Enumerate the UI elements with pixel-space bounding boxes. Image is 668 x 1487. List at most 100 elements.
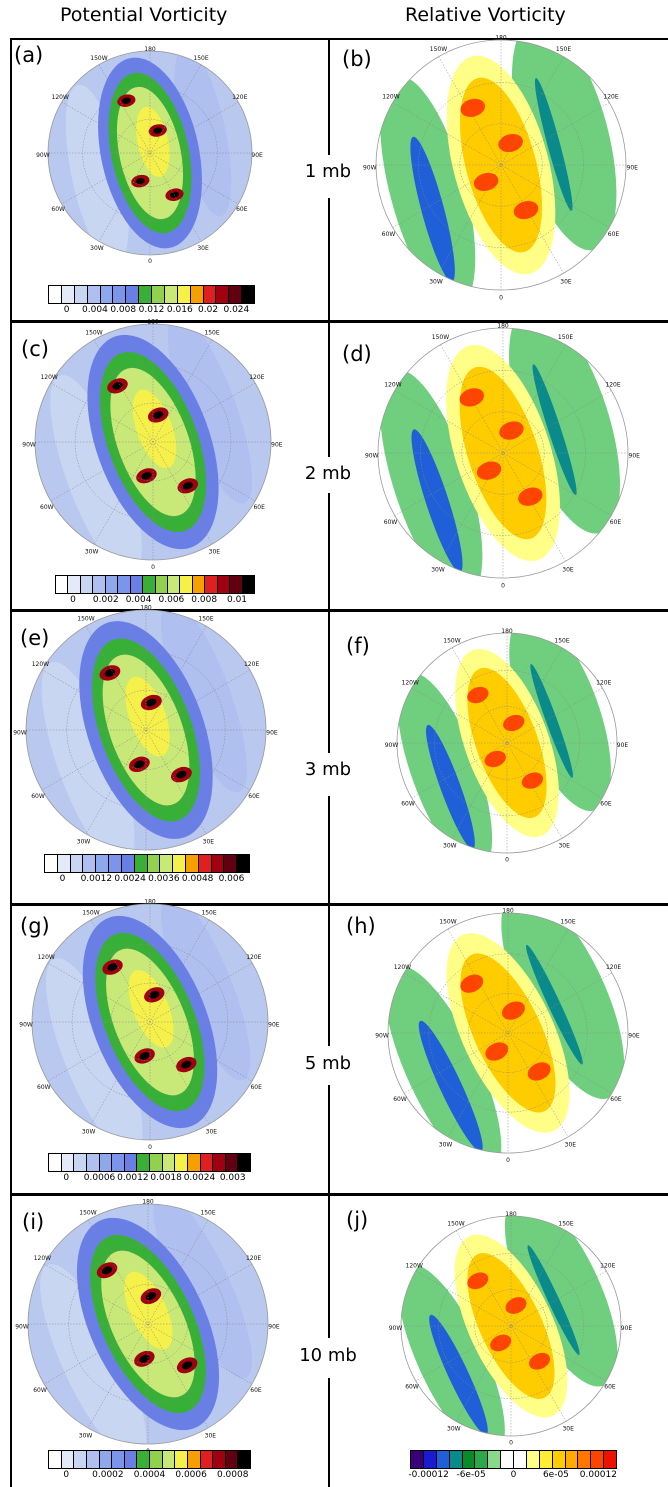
colorbar-swatch — [152, 286, 165, 303]
longitude-label: 150E — [204, 329, 219, 336]
colorbar-swatch — [126, 286, 140, 303]
longitude-label: 60E — [253, 504, 265, 511]
longitude-label: 30W — [90, 245, 104, 252]
vorticity-field-j — [401, 1216, 621, 1436]
longitude-label: 90W — [385, 742, 399, 749]
colorbar-tick-label: 0 — [63, 1173, 70, 1183]
pv-maximum-core — [176, 770, 187, 779]
longitude-label: 30W — [431, 566, 445, 573]
colorbar-swatch — [488, 1451, 502, 1468]
longitude-label: 150E — [558, 1221, 573, 1228]
meridian-line — [43, 1263, 253, 1385]
colorbar-j: -0.00012 -6e-05 0 6e-05 0.00012 — [408, 1450, 617, 1481]
longitude-label: 30W — [77, 839, 91, 846]
latitude-circle — [434, 670, 580, 816]
longitude-label: 120W — [384, 381, 401, 388]
longitude-label: 30E — [197, 245, 209, 252]
longitude-label: 120E — [249, 374, 264, 381]
longitude-label: 90E — [627, 165, 639, 172]
longitude-label: 60W — [31, 793, 45, 800]
pv-maximum-core — [182, 482, 193, 490]
colorbar-swatch — [124, 1451, 138, 1468]
colorbar-swatch — [604, 1451, 616, 1468]
colorbar-swatch — [237, 855, 249, 872]
colorbar-swatch — [175, 1154, 188, 1171]
colorbar-tick-label: 0.004 — [82, 305, 108, 315]
low-pv-region — [40, 1264, 147, 1444]
vorticity-maximum — [503, 714, 525, 732]
longitude-label: 30E — [558, 842, 570, 849]
longitude-label: 120E — [244, 661, 259, 668]
longitude-label: 180 — [505, 1211, 517, 1218]
longitude-label: 60E — [604, 1384, 616, 1391]
vorticity-maximum — [467, 1272, 489, 1290]
colorbar-tick-label: 0.0006 — [175, 1470, 207, 1480]
colorbar-swatch — [552, 1451, 566, 1468]
colorbar-swatch — [229, 286, 243, 303]
colorbar-swatch — [162, 1154, 176, 1171]
meridian-line — [455, 1230, 567, 1422]
pv-maximum-core — [104, 669, 116, 677]
longitude-label: 90W — [375, 1032, 389, 1039]
meridian-line — [394, 390, 612, 516]
colorbar-tick-label: 0.0012 — [80, 874, 113, 884]
colorbar-tick-label: 0.0012 — [117, 1173, 149, 1183]
colorbar-swatch — [80, 576, 94, 593]
colorbar-tick-label: 0.008 — [110, 305, 137, 315]
longitude-label: 90W — [36, 152, 50, 159]
longitude-label: 90E — [268, 1323, 280, 1330]
colorbar-tick-label: 0 — [63, 1470, 70, 1480]
colorbar-swatch — [238, 1154, 250, 1171]
longitude-label: 90E — [266, 729, 278, 736]
longitude-label: 0 — [151, 564, 155, 571]
column-divider — [328, 1378, 330, 1487]
colorbar-swatch — [68, 576, 81, 593]
colorbar-swatch — [150, 1451, 163, 1468]
longitude-label: 90E — [621, 1325, 633, 1332]
colorbar-tick-label: -6e-05 — [456, 1470, 486, 1480]
colorbar-tick-label: 0.006 — [158, 595, 185, 605]
longitude-label: 180 — [144, 46, 156, 53]
colorbar-c: 0 0.002 0.004 0.006 0.008 0.01 — [55, 575, 255, 606]
low-pv-region — [161, 610, 247, 793]
colorbar-swatch — [74, 1154, 87, 1171]
colorbar-swatch — [93, 576, 106, 593]
colorbar-tick-label: -0.00012 — [408, 1470, 449, 1480]
vorticity-maximum — [484, 750, 506, 768]
colorbar-swatch — [192, 576, 206, 593]
colorbar-swatch — [155, 576, 168, 593]
low-pv-region — [41, 661, 135, 850]
meridian-line — [440, 344, 566, 562]
colorbar-swatch — [124, 1154, 138, 1171]
longitude-label: 90W — [15, 1323, 29, 1330]
colorbar-swatch — [501, 1451, 514, 1468]
colorbar-tick-label: 0.003 — [219, 1173, 246, 1183]
longitude-label: 30W — [439, 1142, 453, 1149]
colorbar-tick-label: 0.0036 — [148, 874, 180, 884]
colorbar-swatch — [74, 286, 88, 303]
colorbar-tick-label: 0.016 — [166, 305, 193, 315]
strong-negative-band — [418, 1020, 483, 1152]
vorticity-field-f — [397, 633, 617, 853]
meridian-line — [411, 687, 603, 799]
longitude-label: 120E — [603, 93, 618, 100]
longitude-label: 150E — [201, 909, 216, 916]
colorbar-swatch — [449, 1451, 463, 1468]
vorticity-maximum — [518, 487, 543, 506]
pv-maximum-core — [141, 471, 152, 480]
colorbar-swatch — [175, 1451, 188, 1468]
pv-maximum-core — [135, 177, 145, 185]
meridian-line — [415, 1270, 607, 1382]
negative-vorticity-region — [504, 1216, 618, 1387]
colorbar-swatch — [49, 1451, 62, 1468]
colorbar-swatch — [99, 1154, 113, 1171]
pv-maximum-core — [134, 760, 145, 769]
polar-map-g: 180 150W 150E 120W 120E 90W 90E 60W 60E 30W 30E 0 — [19, 899, 280, 1151]
colorbar-swatch — [61, 286, 75, 303]
colorbar-swatches — [410, 1450, 617, 1469]
colorbar-swatch — [137, 1451, 150, 1468]
meridian-line — [415, 1270, 607, 1382]
polar-map-a: 180 150W 150E 120W 120E 90W 90E 60W 60E 30W 30E 0 — [36, 46, 263, 265]
colorbar-swatch — [211, 855, 225, 872]
